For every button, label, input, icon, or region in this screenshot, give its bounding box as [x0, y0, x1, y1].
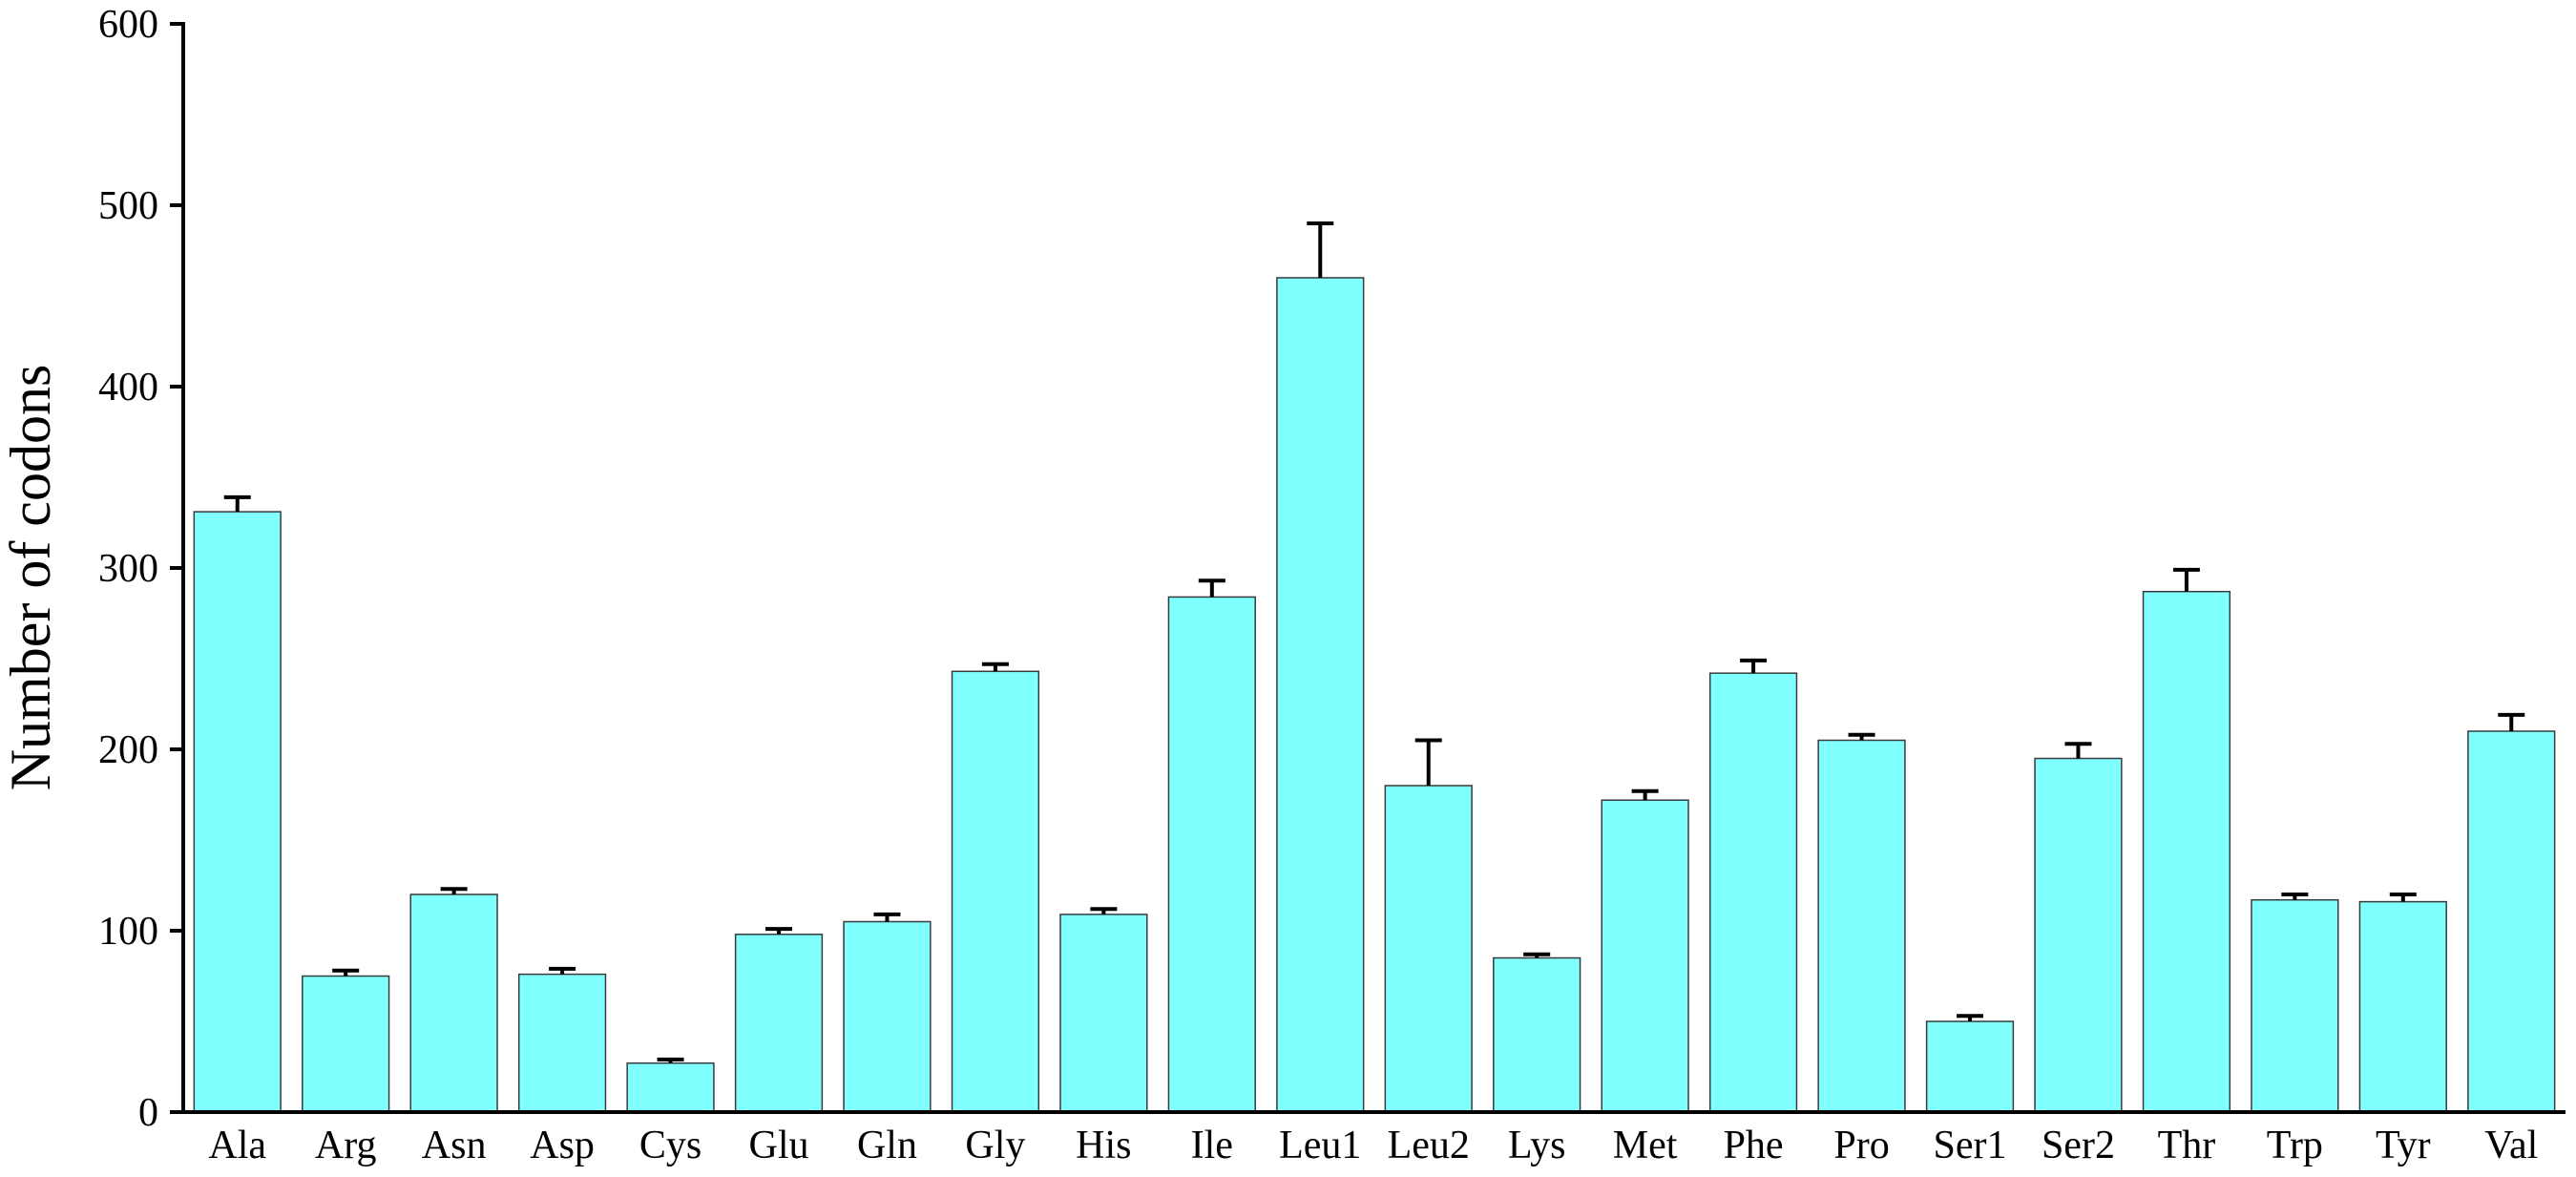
y-tick-label: 600 [98, 3, 158, 47]
x-tick-label: Ile [1191, 1124, 1233, 1167]
bar-lys [1493, 956, 1581, 1113]
x-tick-label: Lys [1508, 1124, 1566, 1167]
bar-tyr [2358, 900, 2447, 1113]
x-tick-label: Asp [530, 1124, 595, 1167]
x-tick-label: Met [1613, 1124, 1678, 1167]
bar-asp [517, 973, 607, 1113]
x-tick-label: Phe [1724, 1124, 1784, 1167]
x-tick-label: Tyr [2376, 1124, 2431, 1167]
bar-ser2 [2034, 757, 2123, 1113]
x-tick-label: Gln [857, 1124, 917, 1167]
x-tick-label: Leu2 [1388, 1124, 1470, 1167]
bar-met [1601, 799, 1689, 1113]
bars-group [193, 277, 2556, 1113]
x-tick-label: Arg [315, 1124, 377, 1167]
x-tick-label: Val [2484, 1124, 2538, 1167]
bar-leu2 [1384, 785, 1473, 1113]
bar-ala [193, 511, 282, 1113]
x-tick-label: His [1076, 1124, 1131, 1167]
x-tick-label: Pro [1833, 1124, 1889, 1167]
x-tick-label: Leu1 [1279, 1124, 1361, 1167]
bar-pro [1817, 739, 1906, 1113]
bar-phe [1708, 672, 1798, 1113]
x-tick-label: Gly [965, 1124, 1025, 1167]
x-tick-label: Ser2 [2042, 1124, 2115, 1167]
bar-leu1 [1276, 277, 1365, 1113]
x-tick-label: Cys [639, 1124, 702, 1167]
bar-gly [951, 670, 1040, 1113]
bar-his [1059, 914, 1148, 1113]
bar-ser1 [1925, 1020, 2015, 1113]
bar-val [2467, 730, 2556, 1113]
y-axis-title: Number of codons [0, 365, 62, 791]
y-tick-label: 300 [98, 547, 158, 591]
bar-thr [2142, 590, 2231, 1113]
y-tick-label: 0 [138, 1091, 158, 1135]
bar-arg [302, 975, 390, 1113]
error-bars-group [223, 221, 2525, 1063]
labels-group: Ala Arg Asn Asp Cys Glu Gln Gly His Ile Leu1 Leu2 Ly… [98, 3, 2538, 1167]
y-tick-label: 500 [98, 184, 158, 228]
y-tick-label: 200 [98, 728, 158, 772]
bar-ile [1167, 596, 1256, 1113]
axes-group [170, 22, 2566, 1114]
x-tick-label: Asn [422, 1124, 487, 1167]
bar-glu [734, 934, 824, 1113]
x-tick-label: Glu [749, 1124, 809, 1167]
x-tick-label: Ala [208, 1124, 266, 1167]
bar-trp [2251, 898, 2339, 1113]
y-tick-label: 100 [98, 910, 158, 954]
bar-cys [626, 1061, 715, 1113]
x-tick-label: Trp [2267, 1124, 2323, 1167]
x-tick-label: Thr [2158, 1124, 2216, 1167]
bar-gln [843, 920, 932, 1113]
bar-asn [409, 893, 498, 1113]
x-tick-label: Ser1 [1934, 1124, 2007, 1167]
y-tick-label: 400 [98, 366, 158, 410]
